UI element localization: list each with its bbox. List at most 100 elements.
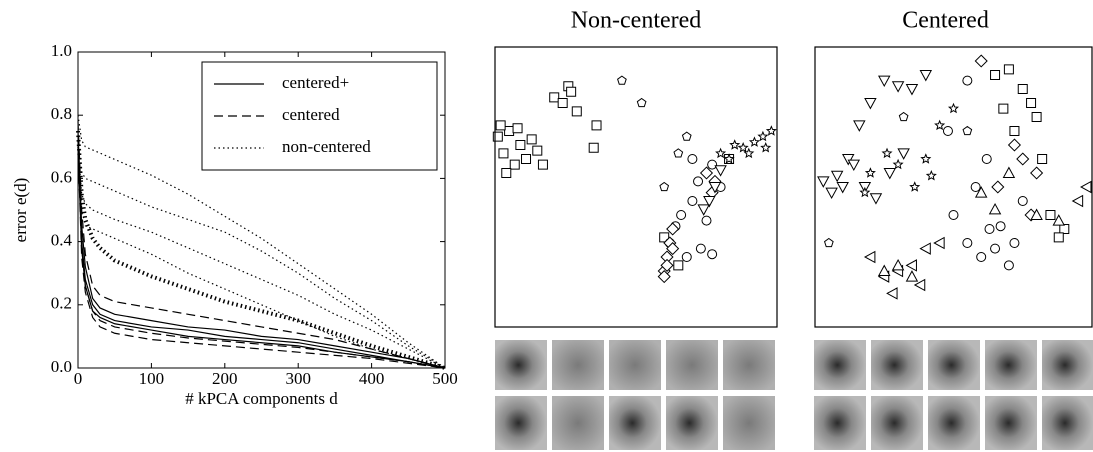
plot-frame [495, 47, 777, 327]
scatter-point [759, 132, 768, 140]
series-line [78, 147, 445, 368]
scatter-point [674, 149, 683, 157]
scatter-point [879, 76, 890, 86]
scatter-point [1009, 139, 1021, 151]
scatter-point [907, 271, 918, 281]
scatter-point [1046, 211, 1055, 220]
patch [552, 396, 604, 450]
scatter-point [682, 132, 691, 140]
x-tick-label: 100 [139, 369, 165, 388]
scatter-point [1010, 239, 1019, 248]
scatter-point [538, 160, 547, 169]
scatter-point [854, 121, 865, 131]
scatter-point [865, 99, 876, 109]
scatter-point [550, 93, 559, 102]
scatter-point [715, 166, 726, 176]
scatter-point [893, 260, 904, 270]
scatter-point [920, 243, 930, 254]
chart-title: Non-centered [571, 8, 702, 34]
patch [666, 340, 718, 390]
scatter-point [996, 222, 1005, 231]
scatter-point [527, 135, 536, 144]
scatter-point [949, 211, 958, 220]
scatter-point [920, 71, 931, 81]
legend-label: centered [282, 105, 340, 124]
patch [871, 340, 923, 390]
chart-title: Centered [902, 8, 989, 34]
y-axis-label: error e(d) [11, 178, 30, 243]
legend-label: non-centered [282, 137, 371, 156]
scatter-point [883, 149, 892, 157]
scatter-point [1010, 127, 1019, 136]
scatter-point [688, 155, 697, 164]
scatter-point [688, 197, 697, 206]
scatter-point [637, 99, 646, 107]
scatter-point [730, 141, 739, 149]
scatter-point [922, 155, 931, 163]
scatter-point [1032, 113, 1041, 122]
scatter-point [832, 171, 843, 181]
scatter-point [1031, 167, 1043, 179]
scatter-point [991, 244, 1000, 253]
patch [871, 396, 923, 450]
scatter-point [861, 188, 870, 196]
scatter-point [533, 146, 542, 155]
patch [1042, 396, 1093, 450]
scatter-point [887, 288, 897, 299]
scatter-point [1017, 153, 1029, 165]
scatter-point [696, 244, 705, 253]
patch [495, 396, 547, 450]
scatter-point [837, 183, 848, 193]
scatter-point [884, 169, 895, 179]
scatter-point [899, 113, 908, 121]
patch [723, 396, 775, 450]
scatter-point [894, 160, 903, 168]
scatter-point [618, 76, 627, 84]
scatter-point [505, 127, 514, 136]
scatter-point [589, 143, 598, 152]
scatter-point [825, 239, 834, 247]
scatter-point [1004, 168, 1015, 178]
scatter-point [677, 211, 686, 220]
x-tick-label: 500 [432, 369, 458, 388]
scatter-point [990, 204, 1001, 214]
scatter-point [866, 169, 875, 177]
scatter-point [660, 183, 669, 191]
scatter-point [982, 155, 991, 164]
legend-label: centered+ [282, 73, 349, 92]
scatter-point [716, 149, 725, 157]
scatter-point [702, 216, 711, 225]
patch [928, 340, 980, 390]
scatter-point [963, 127, 972, 135]
scatter-point [698, 205, 709, 215]
patch [609, 340, 661, 390]
scatter-point [907, 85, 918, 95]
scatter-point [1018, 197, 1027, 206]
y-tick-label: 0.0 [51, 357, 72, 376]
scatter-point [949, 104, 958, 112]
scatter-point [943, 127, 952, 136]
scatter-point [1054, 233, 1063, 242]
scatter-point [516, 141, 525, 150]
scatter-point [975, 55, 987, 67]
scatter-point [865, 252, 875, 263]
patch [814, 340, 866, 390]
scatter-point [818, 177, 829, 187]
y-tick-label: 0.4 [51, 231, 73, 250]
scatter-point [513, 124, 522, 133]
scatter-point [971, 183, 980, 192]
scatter-point [1004, 65, 1013, 74]
series-line [78, 147, 445, 368]
scatter-point [935, 121, 944, 129]
scatter-point [708, 250, 717, 259]
scatter-point [963, 239, 972, 248]
y-tick-label: 0.6 [51, 167, 72, 186]
scatter-point [1018, 85, 1027, 94]
scatter-point [848, 160, 859, 170]
scatter-point [502, 169, 511, 178]
scatter-point [1027, 99, 1036, 108]
scatter-point [985, 225, 994, 234]
scatter-point [999, 104, 1008, 113]
plot-frame [815, 47, 1092, 327]
series-line [78, 147, 445, 368]
